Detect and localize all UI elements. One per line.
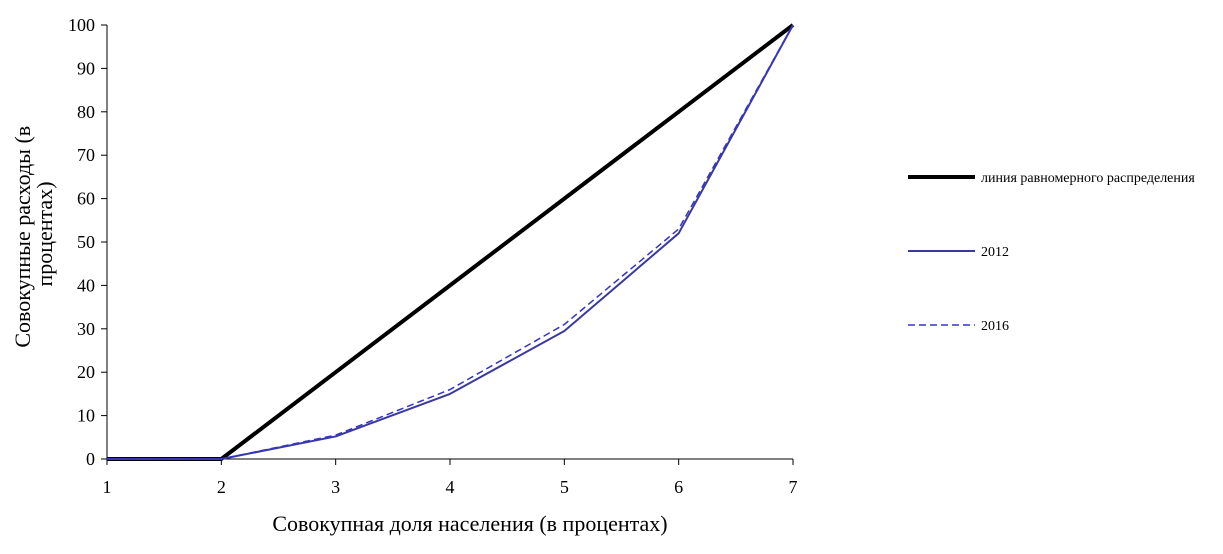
- axes: 0 10 20 30 40 50 60 70 80 90 100 1 2 3 4 5 6 7: [68, 15, 798, 497]
- legend: линия равномерного распределения 2012 2016: [908, 171, 1195, 334]
- y-tick-label: 70: [77, 145, 95, 165]
- x-tick-label: 7: [789, 477, 798, 497]
- y-axis-title: Совокупные расходы (в процентах): [10, 120, 57, 347]
- y-tick-label: 20: [77, 362, 95, 382]
- x-tick-label: 1: [103, 477, 112, 497]
- axis-labels: Совокупная доля населения (в процентах) …: [10, 120, 668, 536]
- legend-label-1: 2012: [981, 245, 1009, 260]
- legend-label-2: 2016: [981, 319, 1009, 334]
- y-tick-label: 60: [77, 189, 95, 209]
- series-line-2: [107, 24, 794, 460]
- x-tick-label: 2: [217, 477, 226, 497]
- y-tick-label: 80: [77, 102, 95, 122]
- y-tick-label: 0: [86, 449, 95, 469]
- y-axis-title-line-2: процентах): [32, 181, 57, 286]
- y-tick-label: 40: [77, 275, 95, 295]
- series-lines: [107, 23, 795, 461]
- legend-label-0: линия равномерного распределения: [981, 171, 1195, 186]
- y-axis-title-line-1: Совокупные расходы (в: [10, 126, 35, 348]
- x-tick-label: 6: [674, 477, 683, 497]
- y-tick-label: 10: [77, 406, 95, 426]
- y-tick-label: 30: [77, 319, 95, 339]
- x-axis-title: Совокупная доля населения (в процентах): [272, 511, 667, 536]
- y-tick-label: 100: [68, 15, 95, 35]
- y-tick-label: 50: [77, 232, 95, 252]
- x-tick-label: 3: [331, 477, 340, 497]
- x-tick-label: 4: [446, 477, 455, 497]
- y-tick-label: 90: [77, 58, 95, 78]
- series-line-1: [107, 24, 794, 460]
- x-tick-label: 5: [560, 477, 569, 497]
